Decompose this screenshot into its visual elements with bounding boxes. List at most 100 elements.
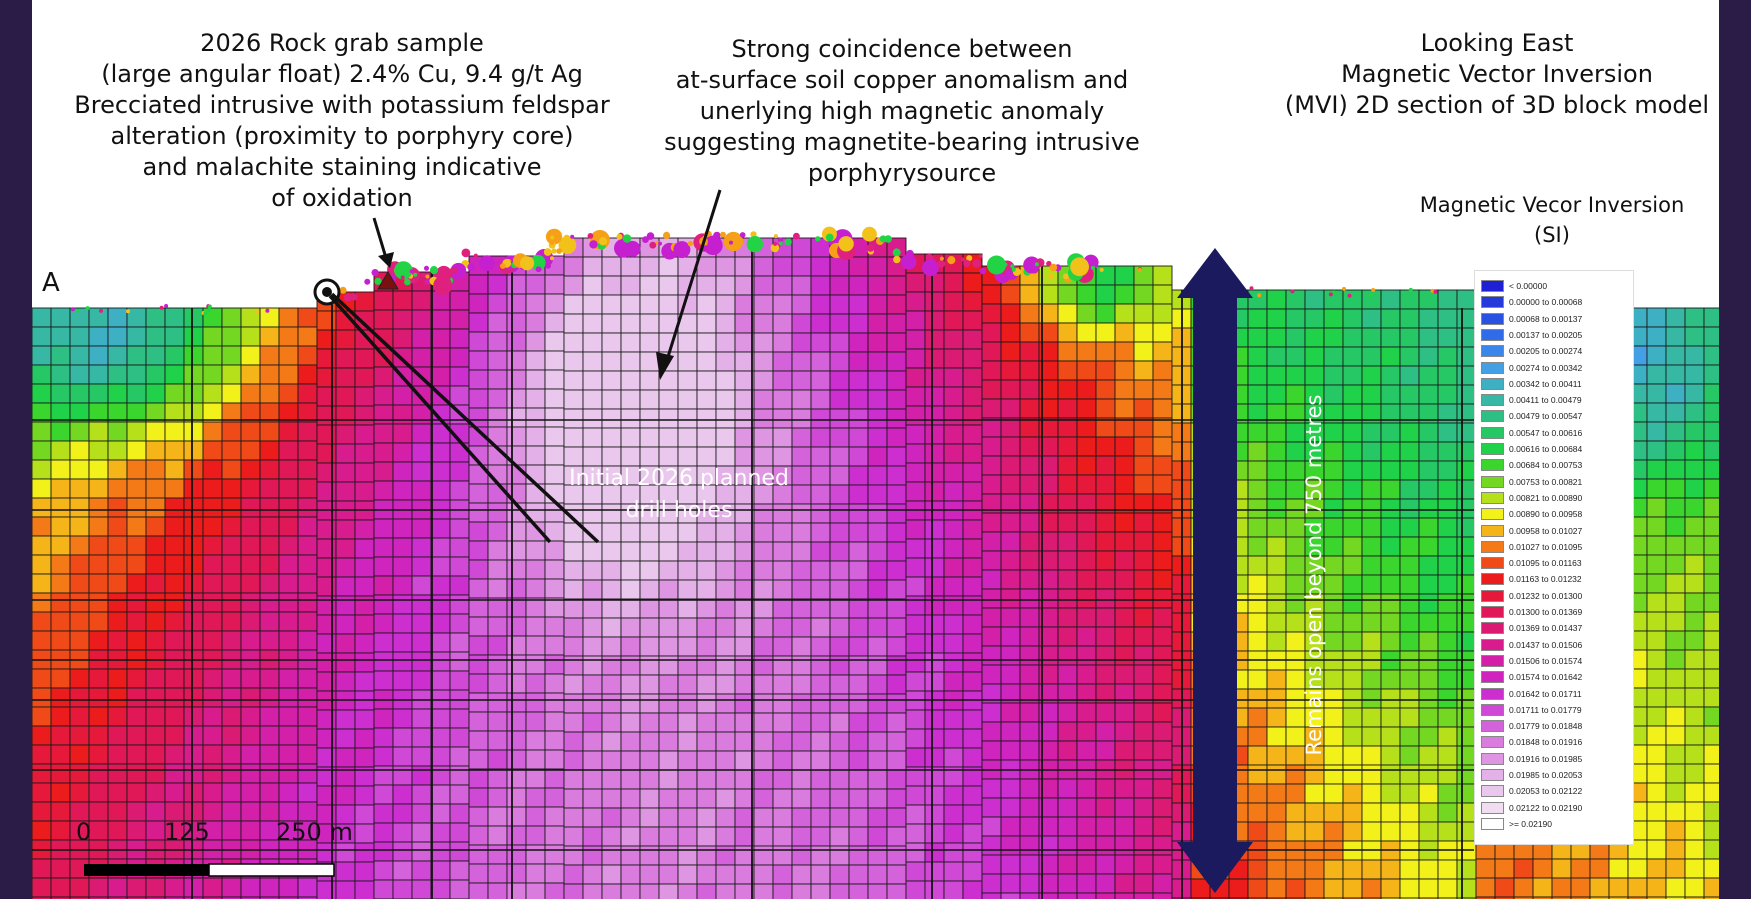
model-cell bbox=[50, 497, 71, 518]
model-cell bbox=[696, 541, 717, 562]
model-cell bbox=[867, 256, 888, 277]
model-cell bbox=[905, 842, 926, 863]
model-cell bbox=[1057, 398, 1078, 419]
model-cell bbox=[620, 579, 641, 600]
model-cell bbox=[715, 294, 736, 315]
model-cell bbox=[411, 537, 432, 558]
legend-swatch bbox=[1481, 345, 1504, 358]
soil-sample-point bbox=[371, 269, 379, 277]
model-cell bbox=[1418, 707, 1439, 728]
model-cell bbox=[183, 497, 204, 518]
model-cell bbox=[69, 744, 90, 765]
model-cell bbox=[1057, 797, 1078, 818]
model-cell bbox=[1133, 360, 1154, 381]
model-cell bbox=[259, 877, 280, 898]
model-cell bbox=[905, 880, 926, 899]
model-cell bbox=[924, 443, 945, 464]
model-cell bbox=[69, 554, 90, 575]
model-cell bbox=[867, 503, 888, 524]
model-cell bbox=[601, 332, 622, 353]
model-cell bbox=[943, 842, 964, 863]
model-cell bbox=[1000, 474, 1021, 495]
model-cell bbox=[506, 673, 527, 694]
model-cell bbox=[1247, 707, 1268, 728]
model-cell bbox=[373, 385, 394, 406]
model-cell bbox=[430, 309, 451, 330]
model-cell bbox=[1000, 512, 1021, 533]
model-cell bbox=[1095, 550, 1116, 571]
model-cell bbox=[468, 521, 489, 542]
model-cell bbox=[32, 820, 52, 841]
model-cell bbox=[582, 674, 603, 695]
model-cell bbox=[601, 256, 622, 277]
model-cell bbox=[354, 728, 375, 749]
model-cell bbox=[544, 578, 565, 599]
model-cell bbox=[1057, 379, 1078, 400]
model-cell bbox=[1057, 816, 1078, 837]
anno-line: Brecciated intrusive with potassium feld… bbox=[74, 91, 610, 119]
model-cell bbox=[772, 617, 793, 638]
model-cell bbox=[126, 782, 147, 803]
model-cell bbox=[468, 673, 489, 694]
model-cell bbox=[69, 877, 90, 898]
model-cell bbox=[544, 616, 565, 637]
model-cell bbox=[943, 576, 964, 597]
model-cell bbox=[1152, 835, 1173, 856]
model-cell bbox=[430, 879, 451, 899]
model-cell bbox=[1266, 612, 1287, 633]
model-cell bbox=[1057, 474, 1078, 495]
model-cell bbox=[1665, 459, 1686, 480]
coincidence-arrowhead bbox=[656, 352, 674, 380]
model-cell bbox=[107, 706, 128, 727]
soil-sample-point bbox=[1070, 257, 1089, 277]
model-cell bbox=[126, 554, 147, 575]
model-cell bbox=[1418, 327, 1439, 348]
model-cell bbox=[582, 883, 603, 899]
model-cell bbox=[1684, 611, 1705, 632]
model-cell bbox=[1342, 878, 1363, 899]
model-cell bbox=[848, 864, 869, 885]
model-cell bbox=[202, 478, 223, 499]
model-cell bbox=[1380, 327, 1401, 348]
soil-sample-point bbox=[449, 266, 458, 275]
model-cell bbox=[810, 731, 831, 752]
model-cell bbox=[164, 877, 185, 898]
rock-sample-marker bbox=[377, 271, 399, 290]
model-cell bbox=[1095, 797, 1116, 818]
model-cell bbox=[506, 350, 527, 371]
model-cell bbox=[696, 389, 717, 410]
model-cell bbox=[1627, 896, 1648, 899]
model-cell bbox=[1646, 858, 1667, 879]
model-cell bbox=[677, 712, 698, 733]
model-cell bbox=[924, 538, 945, 559]
model-cell bbox=[335, 481, 356, 502]
model-cell bbox=[32, 554, 52, 575]
model-cell bbox=[430, 366, 451, 387]
model-cell bbox=[867, 807, 888, 828]
soil-sample-point bbox=[1290, 289, 1295, 294]
model-cell bbox=[107, 877, 128, 898]
model-cell bbox=[1133, 569, 1154, 590]
model-cell bbox=[1057, 721, 1078, 742]
model-cell bbox=[164, 896, 185, 899]
model-cell bbox=[449, 822, 470, 843]
model-cell bbox=[696, 256, 717, 277]
model-cell bbox=[1152, 569, 1173, 590]
model-cell bbox=[829, 674, 850, 695]
model-cell bbox=[1095, 341, 1116, 362]
model-cell bbox=[677, 769, 698, 790]
model-cell bbox=[658, 750, 679, 771]
model-cell bbox=[658, 712, 679, 733]
model-cell bbox=[1323, 878, 1344, 899]
model-cell bbox=[772, 389, 793, 410]
section-start-label: A bbox=[42, 268, 60, 298]
model-cell bbox=[1342, 460, 1363, 481]
model-cell bbox=[677, 579, 698, 600]
anno-line: Strong coincidence between bbox=[731, 35, 1073, 63]
model-cell bbox=[791, 674, 812, 695]
model-cell bbox=[32, 364, 52, 385]
legend-title-line: (SI) bbox=[1534, 223, 1570, 247]
model-cell bbox=[810, 864, 831, 885]
model-cell bbox=[886, 541, 907, 562]
model-cell bbox=[981, 854, 1002, 875]
